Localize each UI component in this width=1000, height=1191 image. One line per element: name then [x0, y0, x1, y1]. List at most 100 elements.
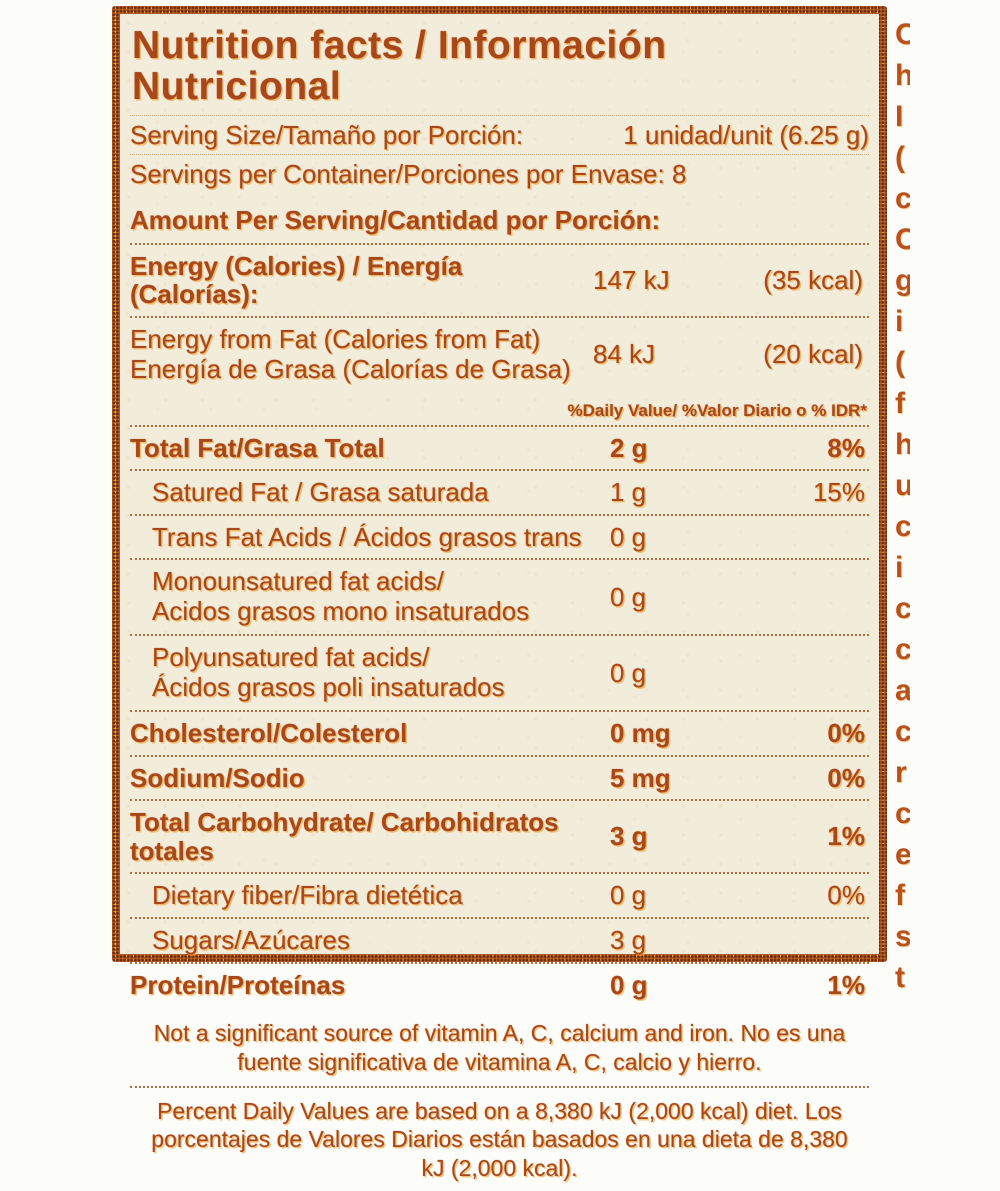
divider [130, 872, 869, 875]
nutrient-value: 3 g [610, 924, 647, 955]
nutrient-row: Satured Fat / Grasa saturada 1 g 15% [130, 472, 869, 513]
nutrient-name: Dietary fiber/Fibra dietética [152, 880, 463, 911]
edge-glyph-fragment: h [895, 428, 910, 461]
divider [130, 513, 869, 516]
nutrient-value: 0 mg [610, 717, 671, 748]
divider [130, 242, 869, 245]
nutrient-value: 5 mg [610, 762, 671, 793]
edge-glyph-fragment: c [895, 182, 910, 215]
edge-glyph-fragment: g [895, 264, 910, 297]
edge-glyph-fragment: i [895, 551, 904, 584]
label-title: Nutrition facts / Información Nutriciona… [132, 24, 667, 108]
edge-glyph-fragment: i [895, 305, 904, 338]
nutrient-value: 1 g [610, 477, 647, 508]
daily-value-header: %Daily Value/ %Valor Diario o % IDR* [567, 400, 868, 420]
nutrient-row: Protein/Proteínas 0 g 1% [130, 965, 869, 1006]
edge-glyph-fragment: c [895, 592, 910, 625]
nutrient-row: Total Carbohydrate/ Carbohidratos totale… [130, 802, 869, 871]
energy-row: Energy (Calories) / Energía (Calorías): … [130, 246, 869, 315]
energy-from-fat-row: Energy from Fat (Calories from Fat) Energ… [130, 319, 869, 391]
edge-glyph-fragment: ( [895, 346, 905, 379]
nutrient-name: Sodium/Sodio [130, 762, 305, 793]
nutrient-name: Cholesterol/Colesterol [130, 717, 408, 748]
nutrient-value: 0 g [610, 657, 647, 688]
divider [130, 424, 869, 427]
nutrient-table: Total Fat/Grasa Total 2 g 8% Satured Fat / … [130, 424, 869, 1006]
nutrient-name: Trans Fat Acids / Ácidos grasos trans [152, 521, 582, 552]
nutrient-row: Sodium/Sodio 5 mg 0% [130, 758, 869, 799]
nutrient-name: Total Fat/Grasa Total [130, 432, 385, 463]
edge-glyph-fragment: c [895, 633, 910, 666]
nutrient-name: Sugars/Azúcares [152, 924, 350, 955]
energy-value: 147 kJ [593, 264, 670, 295]
nutrient-row: Sugars/Azúcares 3 g [130, 920, 869, 961]
nutrient-row: Cholesterol/Colesterol 0 mg 0% [130, 713, 869, 754]
nutrition-label: Nutrition facts / Información Nutriciona… [112, 6, 887, 1181]
edge-glyph-fragment: I [895, 100, 904, 133]
vitamins-footnote: Not a significant source of vitamin A, C… [153, 1020, 846, 1075]
nutrient-row: Trans Fat Acids / Ácidos grasos trans 0 g [130, 517, 869, 558]
edge-glyph-fragment: u [895, 469, 910, 502]
divider [130, 754, 869, 757]
nutrient-row: Dietary fiber/Fibra dietética 0 g 0% [130, 875, 869, 916]
servings-per-container-label: Servings per Container/Porciones por Env… [130, 159, 687, 190]
divider [130, 916, 869, 919]
divider [130, 961, 869, 964]
label-photo: Nutrition facts / Información Nutriciona… [112, 0, 910, 1181]
nutrient-daily-value: 1% [827, 969, 865, 1000]
nutrient-name: Monounsatured fat acids/Acidos grasos mo… [152, 566, 530, 627]
divider [130, 799, 869, 802]
edge-glyph-fragment: h [895, 59, 910, 92]
edge-glyph-fragment: f [895, 387, 905, 420]
nutrient-daily-value: 8% [827, 432, 865, 463]
divider [130, 1085, 869, 1088]
amount-per-serving-label: Amount Per Serving/Cantidad por Porción: [130, 205, 661, 236]
nutrient-value: 0 g [610, 969, 648, 1000]
edge-glyph-fragment: r [895, 756, 907, 789]
energy-kcal-value: (35 kcal) [763, 264, 863, 295]
daily-values-footnote: Percent Daily Values are based on a 8,38… [151, 1097, 848, 1182]
nutrient-name: Satured Fat / Grasa saturada [152, 477, 489, 508]
nutrient-value: 0 g [610, 521, 647, 552]
serving-size-label: Serving Size/Tamaño por Porción: [130, 119, 524, 150]
nutrient-daily-value: 0% [827, 762, 865, 793]
divider [130, 154, 869, 156]
edge-glyph-fragment: e [895, 838, 910, 871]
nutrient-value: 0 g [610, 880, 647, 911]
energy-label: Energy (Calories) / Energía (Calorías): [130, 250, 463, 310]
edge-glyph-fragment: c [895, 715, 910, 748]
divider [130, 634, 869, 637]
energy-from-fat-label: Energy from Fat (Calories from Fat) Energ… [130, 323, 571, 384]
nutrient-name: Protein/Proteínas [130, 969, 346, 1000]
nutrient-daily-value: 0% [827, 880, 865, 911]
servings-per-container-row: Servings per Container/Porciones por Env… [130, 156, 869, 193]
divider [130, 558, 869, 561]
nutrition-label-panel: Nutrition facts / Información Nutriciona… [120, 14, 879, 1181]
nutrient-daily-value: 15% [812, 477, 865, 508]
edge-glyph-fragment: f [895, 879, 905, 912]
edge-glyph-fragment: C [895, 18, 910, 51]
edge-glyph-fragment: s [895, 920, 910, 953]
nutrient-value: 3 g [610, 821, 648, 852]
divider [130, 114, 869, 116]
nutrient-row: Total Fat/Grasa Total 2 g 8% [130, 428, 869, 469]
nutrient-value: 2 g [610, 432, 648, 463]
nutrient-name: Total Carbohydrate/ Carbohidratos totale… [130, 807, 559, 866]
edge-glyph-fragment: c [895, 510, 910, 543]
divider [130, 315, 869, 318]
serving-size-row: Serving Size/Tamaño por Porción: 1 unida… [130, 117, 869, 154]
energy-from-fat-value: 84 kJ [593, 339, 656, 370]
edge-glyph-fragment: t [895, 961, 905, 994]
nutrient-value: 0 g [610, 582, 647, 612]
edge-glyph-fragment: a [895, 674, 910, 707]
edge-glyph-fragment: c [895, 797, 910, 830]
divider [130, 709, 869, 712]
amount-per-serving-row: Amount Per Serving/Cantidad por Porción: [130, 199, 869, 242]
serving-size-value: 1 unidad/unit (6.25 g) [623, 119, 869, 150]
nutrient-daily-value: 1% [827, 821, 865, 852]
nutrient-name: Polyunsatured fat acids/Ácidos grasos po… [152, 642, 505, 703]
nutrient-daily-value: 0% [827, 717, 865, 748]
nutrient-row: Polyunsatured fat acids/Ácidos grasos po… [130, 637, 869, 709]
edge-glyph-fragment: ( [895, 141, 905, 174]
